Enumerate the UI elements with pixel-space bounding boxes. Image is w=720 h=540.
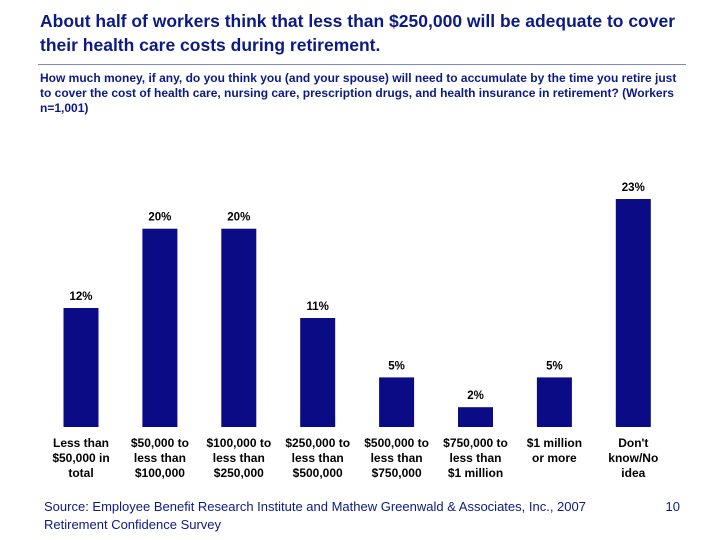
category-label-1: Less than $50,000 in total [52,436,109,480]
category-label-8: Don't know/No idea [608,436,658,480]
bar-6 [458,407,493,427]
category-labels-group: Less than $50,000 in total $50,000 to less t… [52,436,658,480]
survey-question: How much money, if any, do you think you… [40,71,677,115]
category-label-7: $1 million or more [527,436,582,465]
page-title: About half of workers think that less th… [40,11,676,55]
value-labels-group: 12% 20% 20% 11% 5% 2% 5% 23% [69,182,644,402]
value-label-8: 23% [622,182,645,194]
title-divider [38,64,686,65]
value-label-6: 2% [467,390,484,402]
bar-3 [221,228,257,427]
value-label-1: 12% [69,291,92,303]
value-label-4: 11% [307,301,329,313]
category-label-4: $250,000 to less than $500,000 [285,436,350,480]
value-label-5: 5% [388,360,405,372]
bar-7 [536,377,572,427]
category-label-5: $500,000 to less than $750,000 [364,436,429,480]
source-note: Source: Employee Benefit Research Instit… [44,499,586,532]
bar-1 [63,308,99,427]
value-label-2: 20% [148,212,171,224]
bar-2 [142,228,178,427]
bar-5 [379,377,415,427]
page-number: 10 [665,499,680,514]
value-label-7: 5% [546,360,563,372]
bar-4 [300,318,336,427]
bars-group [63,199,651,427]
bar-8 [615,199,651,427]
category-label-3: $100,000 to less than $250,000 [206,436,271,480]
category-label-2: $50,000 to less than $100,000 [131,436,189,480]
value-label-3: 20% [227,212,250,224]
category-label-6: $750,000 to less than $1 million [443,436,508,480]
